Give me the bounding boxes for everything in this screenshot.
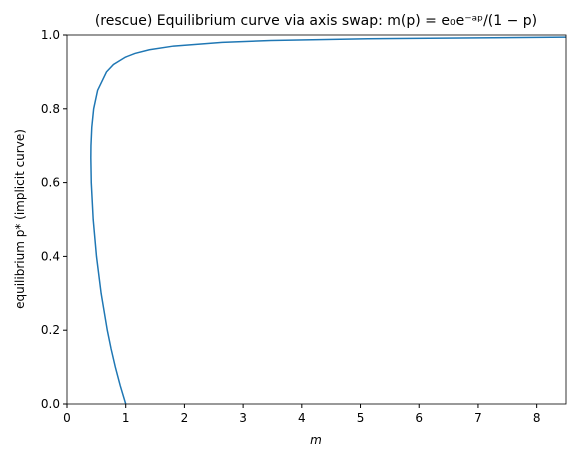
x-tick-label: 2 bbox=[181, 411, 189, 425]
y-tick-label: 1.0 bbox=[41, 28, 60, 42]
y-tick-label: 0.0 bbox=[41, 397, 60, 411]
x-tick-label: 3 bbox=[239, 411, 247, 425]
y-tick-label: 0.2 bbox=[41, 323, 60, 337]
x-tick-label: 7 bbox=[474, 411, 482, 425]
plot-frame bbox=[66, 34, 567, 405]
x-tick-label: 8 bbox=[533, 411, 541, 425]
y-tick-label: 0.8 bbox=[41, 102, 60, 116]
x-axis-label: m bbox=[310, 433, 322, 447]
y-axis-label: equilibrium p* (implicit curve) bbox=[13, 129, 27, 309]
line-series bbox=[90, 36, 566, 405]
x-tick-label: 0 bbox=[63, 411, 71, 425]
x-tick-label: 5 bbox=[357, 411, 365, 425]
y-tick-label: 0.4 bbox=[41, 249, 60, 263]
x-tick-label: 6 bbox=[415, 411, 423, 425]
x-tick-label: 4 bbox=[298, 411, 306, 425]
y-tick-label: 0.6 bbox=[41, 176, 60, 190]
x-tick-label: 1 bbox=[122, 411, 130, 425]
chart-title: (rescue) Equilibrium curve via axis swap… bbox=[95, 13, 537, 29]
